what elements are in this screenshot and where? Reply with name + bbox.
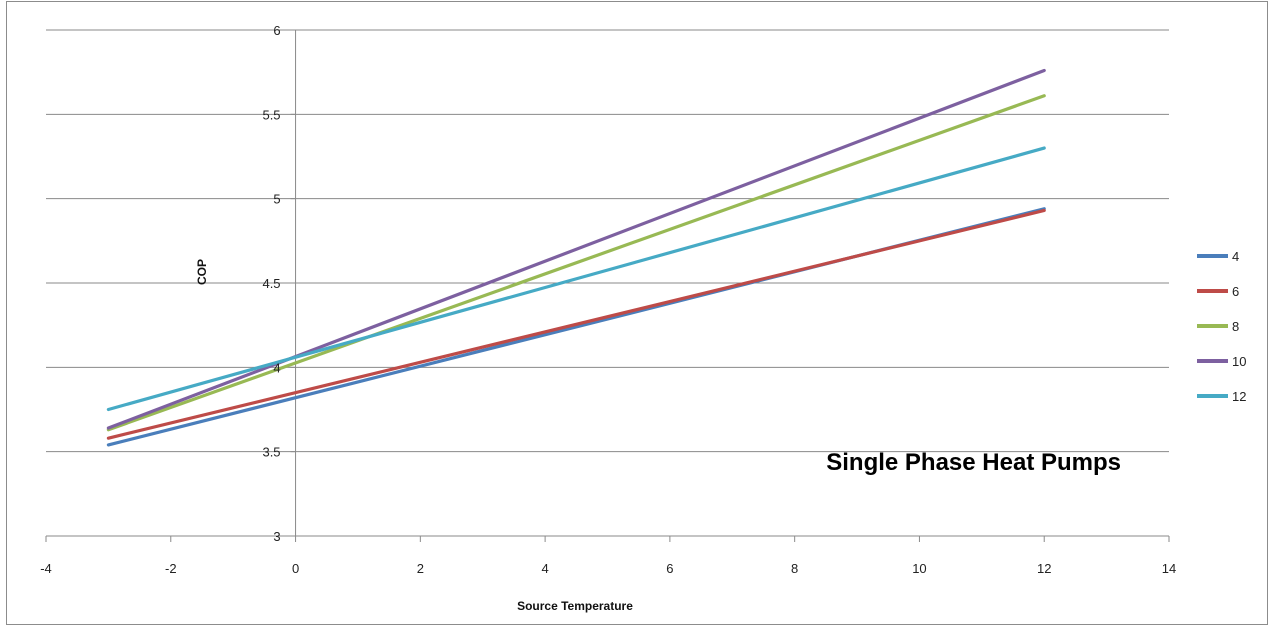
- y-tick-label: 3.5: [262, 445, 280, 460]
- series-line-6: [106, 208, 1046, 440]
- series-line-12: [106, 146, 1046, 412]
- x-tick-label: 8: [791, 561, 798, 576]
- legend-label-12: 12: [1232, 389, 1246, 404]
- x-tick-label: 2: [417, 561, 424, 576]
- legend: 4 6 8 10 12: [1197, 249, 1246, 404]
- x-axis-title: Source Temperature: [517, 599, 633, 613]
- x-tick-label: 4: [541, 561, 548, 576]
- series-line-8: [106, 94, 1046, 432]
- x-tick-label: 10: [912, 561, 926, 576]
- x-tick-label: 12: [1037, 561, 1051, 576]
- chart-area: 3 3.5 4 4.5 5 5.5 6 -4 -2 0 2 4 6 8 10 12 14 Single Phas…: [6, 1, 1268, 625]
- legend-label-10: 10: [1232, 354, 1246, 369]
- y-tick-label: 3: [273, 529, 280, 544]
- series-line-10: [106, 68, 1046, 430]
- x-tick-label: 0: [292, 561, 299, 576]
- legend-label-4: 4: [1232, 249, 1239, 264]
- y-axis-title: COP: [195, 259, 209, 285]
- axes: [45, 29, 1170, 542]
- legend-label-8: 8: [1232, 319, 1239, 334]
- y-tick-label: 6: [273, 23, 280, 38]
- x-tick-label: -2: [165, 561, 177, 576]
- gridlines: [46, 29, 1169, 537]
- legend-label-6: 6: [1232, 284, 1239, 299]
- chart-title: Single Phase Heat Pumps: [826, 449, 1121, 476]
- series-lines: [106, 68, 1046, 447]
- x-tick-label: -4: [40, 561, 52, 576]
- y-tick-label: 5.5: [262, 107, 280, 122]
- x-tick-label: 14: [1162, 561, 1176, 576]
- y-tick-label: 4.5: [262, 276, 280, 291]
- chart-svg: 3 3.5 4 4.5 5 5.5 6 -4 -2 0 2 4 6 8 10 12 14 Single Phas…: [40, 23, 1246, 613]
- y-tick-label: 5: [273, 192, 280, 207]
- tick-labels: 3 3.5 4 4.5 5 5.5 6 -4 -2 0 2 4 6 8 10 12 14: [40, 23, 1176, 576]
- x-tick-label: 6: [666, 561, 673, 576]
- y-tick-label: 4: [273, 360, 280, 375]
